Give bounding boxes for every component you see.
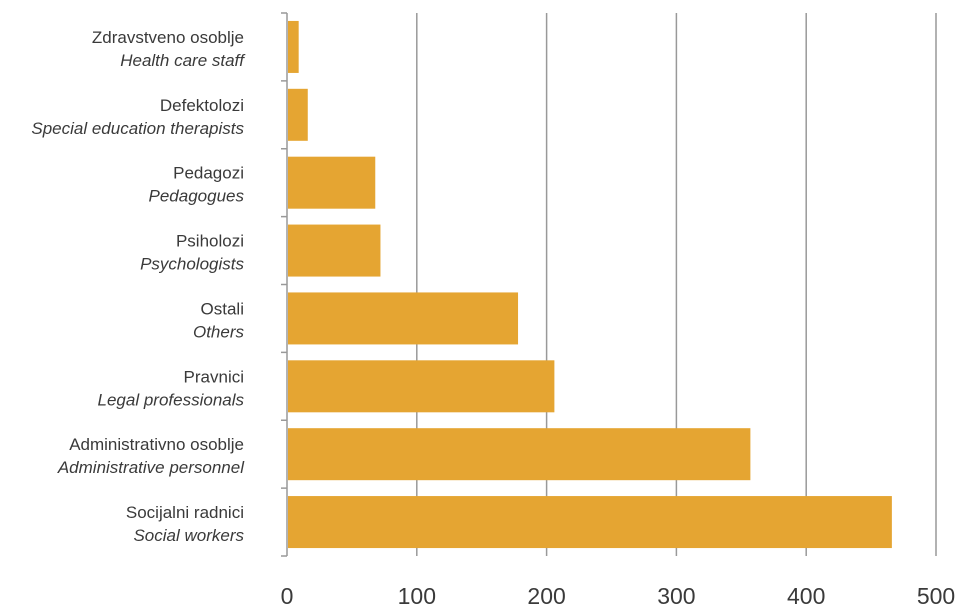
bars — [288, 20, 892, 549]
category-sublabel: Others — [193, 322, 245, 341]
category-label: Psiholozi — [176, 232, 244, 251]
category-labels: Zdravstveno osoblje Health care staff Defe… — [31, 28, 246, 545]
bar — [288, 292, 519, 345]
category-label: Administrativno osoblje — [69, 435, 244, 454]
x-tick-label: 500 — [917, 583, 955, 606]
category-sublabel: Pedagogues — [149, 187, 245, 206]
x-tick-labels: 0 100 200 300 400 500 — [281, 583, 956, 606]
category-sublabel: Psychologists — [140, 255, 244, 274]
category-label: Pedagozi — [173, 164, 244, 183]
bar — [288, 428, 751, 481]
x-tick-label: 300 — [657, 583, 695, 606]
x-tick-label: 100 — [398, 583, 436, 606]
bar — [288, 88, 308, 141]
bar — [288, 156, 376, 209]
x-tick-label: 0 — [281, 583, 294, 606]
category-label: Pravnici — [184, 367, 244, 386]
category-label: Ostali — [201, 299, 244, 318]
bar — [288, 224, 381, 277]
category-sublabel: Legal professionals — [98, 390, 245, 409]
category-sublabel: Administrative personnel — [57, 458, 245, 477]
category-sublabel: Health care staff — [120, 51, 246, 70]
bar — [288, 360, 555, 413]
x-tick-label: 400 — [787, 583, 825, 606]
category-label: Defektolozi — [160, 96, 244, 115]
category-label: Socijalni radnici — [126, 503, 244, 522]
category-label: Zdravstveno osoblje — [92, 28, 244, 47]
category-sublabel: Special education therapists — [31, 119, 244, 138]
x-tick-label: 200 — [527, 583, 565, 606]
category-sublabel: Social workers — [133, 526, 244, 545]
y-axis — [281, 12, 288, 557]
bar — [288, 496, 892, 549]
bar — [288, 20, 299, 73]
